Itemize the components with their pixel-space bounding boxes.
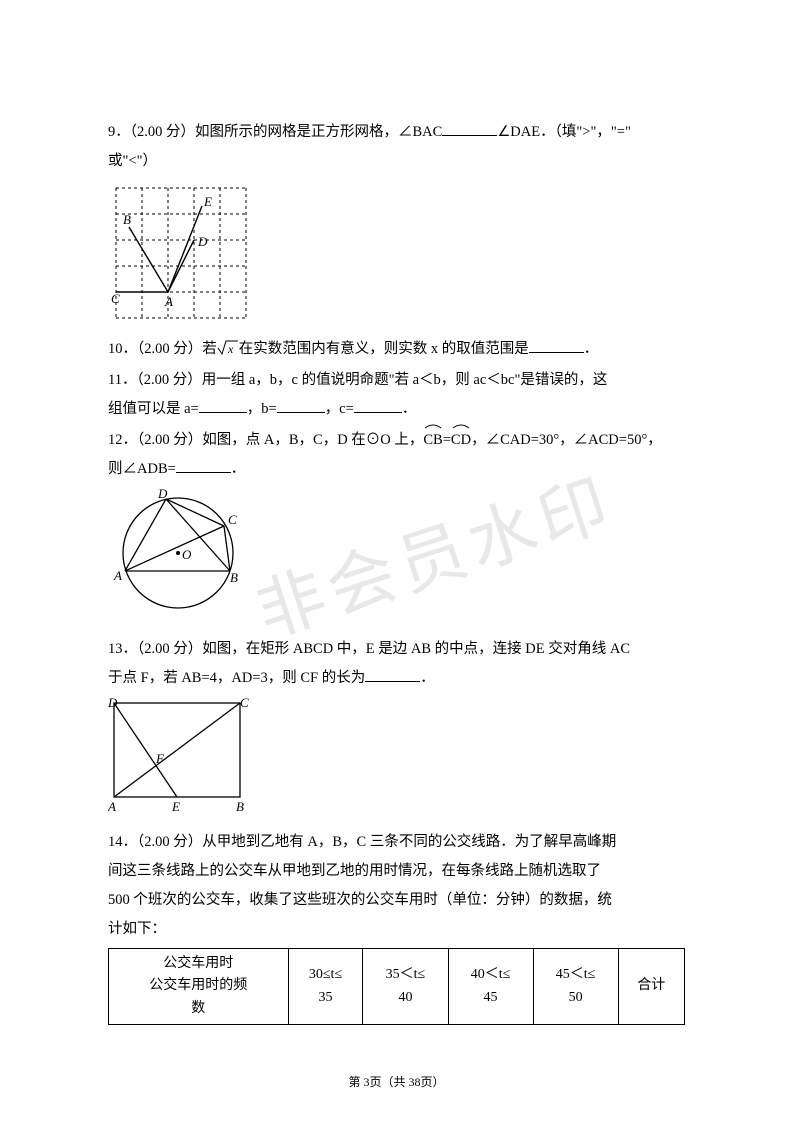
q12-blank — [176, 459, 231, 474]
q11-text-d: ，c= — [325, 401, 354, 417]
table-cell: 30≤t≤35 — [288, 949, 363, 1025]
circle-svg: A B C D O — [108, 488, 253, 620]
rect-svg: A B C D E F — [108, 697, 253, 813]
question-10: 10．（2.00 分）若 x 在实数范围内有意义，则实数 x 的取值范围是 ． — [108, 335, 685, 364]
q14-text-d: 计如下： — [108, 921, 166, 937]
question-12: 12．（2.00 分）如图，点 A，B，C，D 在⊙O 上，CB=CD，∠CAD… — [108, 426, 685, 484]
q12-text-c: 则∠ADB= — [108, 461, 176, 477]
q12-text-b: ，∠CAD=30°，∠ACD=50°， — [471, 432, 662, 448]
q10-blank — [529, 339, 584, 354]
svg-text:C: C — [240, 697, 249, 710]
q9-text-b: ∠DAE．（填">"，"=" — [497, 124, 631, 140]
q11-blank-c — [354, 399, 402, 414]
q14-text-c: 500 个班次的公交车，收集了这些班次的公交车用时（单位：分钟）的数据，统 — [108, 892, 612, 908]
q12-arc2: CD — [451, 432, 471, 448]
svg-text:C: C — [111, 291, 120, 306]
q12-arc1: CB — [423, 432, 442, 448]
svg-text:B: B — [230, 570, 238, 585]
q13-text-a: 13．（2.00 分）如图，在矩形 ABCD 中，E 是边 AB 的中点，连接 … — [108, 641, 630, 657]
q14-text-b: 间这三条线路上的公交车从甲地到乙地的用时情况，在每条线路上随机选取了 — [108, 863, 601, 879]
q12-text-a: 12．（2.00 分）如图，点 A，B，C，D 在⊙O 上， — [108, 432, 423, 448]
sqrt-inner: x — [227, 342, 234, 356]
svg-text:A: A — [164, 294, 173, 309]
bus-table: 公交车用时公交车用时的频数 30≤t≤35 35＜t≤40 40＜t≤45 45… — [108, 948, 685, 1025]
q9-text-c: 或"<"） — [108, 153, 157, 169]
table-cell: 45＜t≤50 — [533, 949, 618, 1025]
q9-figure: B C A D E — [108, 180, 685, 331]
q13-text-b: 于点 F，若 AB=4，AD=3，则 CF 的长为 — [108, 670, 365, 686]
q11-text-e: ． — [402, 401, 417, 417]
page-footer: 第 3页（共 38页） — [0, 1070, 793, 1094]
svg-text:B: B — [123, 212, 131, 227]
question-14: 14．（2.00 分）从甲地到乙地有 A，B，C 三条不同的公交线路．为了解早高… — [108, 828, 685, 944]
table-cell: 合计 — [618, 949, 684, 1025]
table-cell: 40＜t≤45 — [448, 949, 533, 1025]
q14-text-a: 14．（2.00 分）从甲地到乙地有 A，B，C 三条不同的公交线路．为了解早高… — [108, 834, 616, 850]
q11-text-c: ，b= — [247, 401, 277, 417]
svg-text:D: D — [108, 697, 118, 710]
svg-text:A: A — [113, 568, 122, 583]
svg-text:E: E — [203, 194, 212, 209]
q9-blank — [442, 122, 497, 137]
svg-text:B: B — [236, 799, 244, 813]
q10-text-c: ． — [584, 341, 599, 357]
table-cell: 公交车用时公交车用时的频数 — [109, 949, 289, 1025]
q10-text-a: 10．（2.00 分）若 — [108, 341, 217, 357]
q11-text-b: 组值可以是 a= — [108, 401, 199, 417]
q12-eq: = — [443, 432, 451, 448]
table-cell: 35＜t≤40 — [363, 949, 448, 1025]
q13-text-c: ． — [420, 670, 435, 686]
q13-figure: A B C D E F — [108, 697, 685, 824]
question-13: 13．（2.00 分）如图，在矩形 ABCD 中，E 是边 AB 的中点，连接 … — [108, 635, 685, 693]
q9-text-a: 9．（2.00 分）如图所示的网格是正方形网格，∠BAC — [108, 124, 442, 140]
svg-text:D: D — [157, 488, 168, 501]
page-content: 9．（2.00 分）如图所示的网格是正方形网格，∠BAC ∠DAE．（填">"，"… — [108, 118, 685, 1025]
svg-text:D: D — [197, 234, 208, 249]
question-9: 9．（2.00 分）如图所示的网格是正方形网格，∠BAC ∠DAE．（填">"，"… — [108, 118, 685, 176]
sqrt-icon: x — [217, 335, 239, 364]
q11-text-a: 11．（2.00 分）用一组 a，b，c 的值说明命题"若 a＜b，则 ac＜b… — [108, 372, 607, 388]
svg-text:E: E — [171, 799, 180, 813]
svg-text:A: A — [108, 799, 116, 813]
table-row: 公交车用时公交车用时的频数 30≤t≤35 35＜t≤40 40＜t≤45 45… — [109, 949, 685, 1025]
svg-text:F: F — [155, 751, 165, 766]
question-11: 11．（2.00 分）用一组 a，b，c 的值说明命题"若 a＜b，则 ac＜b… — [108, 366, 685, 424]
q11-blank-a — [199, 399, 247, 414]
q13-blank — [365, 668, 420, 683]
q10-text-b: 在实数范围内有意义，则实数 x 的取值范围是 — [239, 341, 529, 357]
svg-text:C: C — [228, 512, 237, 527]
q12-text-d: ． — [231, 461, 246, 477]
q11-blank-b — [277, 399, 325, 414]
grid-svg: B C A D E — [108, 180, 253, 320]
q12-figure: A B C D O — [108, 488, 685, 631]
svg-text:O: O — [182, 547, 192, 562]
